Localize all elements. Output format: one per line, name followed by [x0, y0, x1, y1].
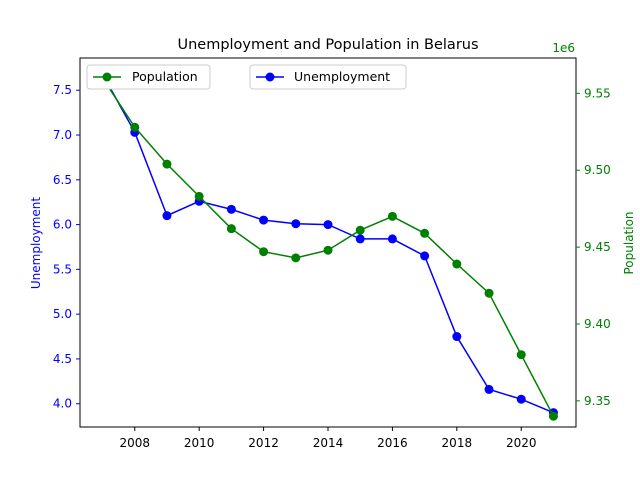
left-y-axis: 4.0 4.5 5.0 5.5 6.0 6.5 7.0 7.5	[53, 83, 80, 411]
population-point	[162, 159, 172, 169]
population-point	[259, 247, 269, 257]
left-y-tick-label: 7.0	[53, 128, 72, 142]
legend-box	[249, 64, 407, 90]
unemployment-point	[259, 215, 269, 225]
x-tick-label: 2012	[248, 436, 279, 450]
legend-swatch-marker	[102, 72, 112, 82]
right-y-tick-label: 9.55	[584, 86, 611, 100]
legend-box	[86, 64, 211, 90]
unemployment-point	[323, 220, 333, 230]
population-point	[516, 350, 526, 360]
plot-area	[98, 69, 558, 421]
left-y-tick-label: 6.5	[53, 173, 72, 187]
population-point	[130, 122, 140, 132]
x-tick-label: 2020	[506, 436, 537, 450]
left-y-tick-label: 4.5	[53, 352, 72, 366]
unemployment-line	[101, 73, 554, 414]
unemployment-point	[355, 234, 365, 244]
left-y-tick-label: 4.0	[53, 397, 72, 411]
population-point	[291, 253, 301, 263]
left-y-tick-label: 5.5	[53, 262, 72, 276]
series-unemployment	[98, 69, 558, 418]
population-point	[194, 191, 204, 201]
population-point	[387, 211, 397, 221]
unemployment-point	[516, 394, 526, 404]
right-y-axis-label: Population	[622, 211, 636, 274]
right-y-axis-offset-text: 1e6	[552, 41, 575, 55]
right-y-tick-label: 9.45	[584, 240, 611, 254]
legend-swatch-marker	[265, 72, 275, 82]
legend-label: Population	[132, 69, 198, 84]
x-tick-label: 2014	[313, 436, 344, 450]
population-point	[226, 224, 236, 234]
x-tick-label: 2010	[184, 436, 215, 450]
x-tick-label: 2018	[442, 436, 473, 450]
x-axis: 2008 2010 2012 2014 2016 2018 2020	[119, 427, 537, 450]
chart-title: Unemployment and Population in Belarus	[177, 37, 478, 53]
series-population	[98, 73, 558, 421]
left-y-tick-label: 5.0	[53, 307, 72, 321]
population-point	[323, 245, 333, 255]
right-y-tick-label: 9.40	[584, 317, 611, 331]
legend-population: Population	[86, 64, 211, 90]
left-y-axis-label: Unemployment	[29, 197, 43, 290]
unemployment-point	[452, 332, 462, 342]
x-tick-label: 2016	[377, 436, 408, 450]
left-y-tick-label: 6.0	[53, 218, 72, 232]
unemployment-point	[226, 204, 236, 214]
population-point	[548, 411, 558, 421]
unemployment-point	[420, 251, 430, 261]
unemployment-point	[484, 384, 494, 394]
population-point	[484, 288, 494, 298]
legend-label: Unemployment	[294, 69, 390, 84]
legend-unemployment: Unemployment	[249, 64, 407, 90]
unemployment-point	[162, 211, 172, 221]
population-point	[452, 259, 462, 269]
unemployment-point	[387, 234, 397, 244]
x-tick-label: 2008	[119, 436, 150, 450]
population-point	[420, 228, 430, 238]
plot-frame	[79, 57, 577, 428]
population-point	[355, 225, 365, 235]
right-y-axis: 9.35 9.40 9.45 9.50 9.55	[576, 86, 611, 408]
unemployment-point	[291, 219, 301, 229]
right-y-tick-label: 9.35	[584, 394, 611, 408]
left-y-tick-label: 7.5	[53, 83, 72, 97]
right-y-tick-label: 9.50	[584, 163, 611, 177]
